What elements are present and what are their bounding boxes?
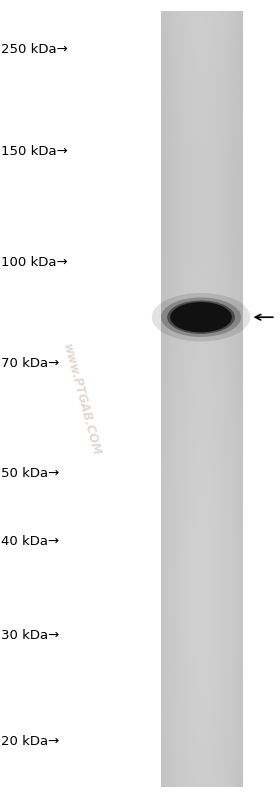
Text: www.PTGAB.COM: www.PTGAB.COM bbox=[60, 342, 102, 457]
Text: 50 kDa→: 50 kDa→ bbox=[1, 467, 60, 479]
Text: 40 kDa→: 40 kDa→ bbox=[1, 535, 60, 548]
Text: 250 kDa→: 250 kDa→ bbox=[1, 43, 68, 56]
Text: 30 kDa→: 30 kDa→ bbox=[1, 629, 60, 642]
Text: 20 kDa→: 20 kDa→ bbox=[1, 735, 60, 748]
Text: 70 kDa→: 70 kDa→ bbox=[1, 357, 60, 370]
Ellipse shape bbox=[167, 300, 235, 334]
Text: 100 kDa→: 100 kDa→ bbox=[1, 256, 68, 268]
Ellipse shape bbox=[170, 302, 232, 332]
Text: 150 kDa→: 150 kDa→ bbox=[1, 145, 68, 158]
Ellipse shape bbox=[161, 297, 241, 337]
Ellipse shape bbox=[152, 293, 250, 341]
